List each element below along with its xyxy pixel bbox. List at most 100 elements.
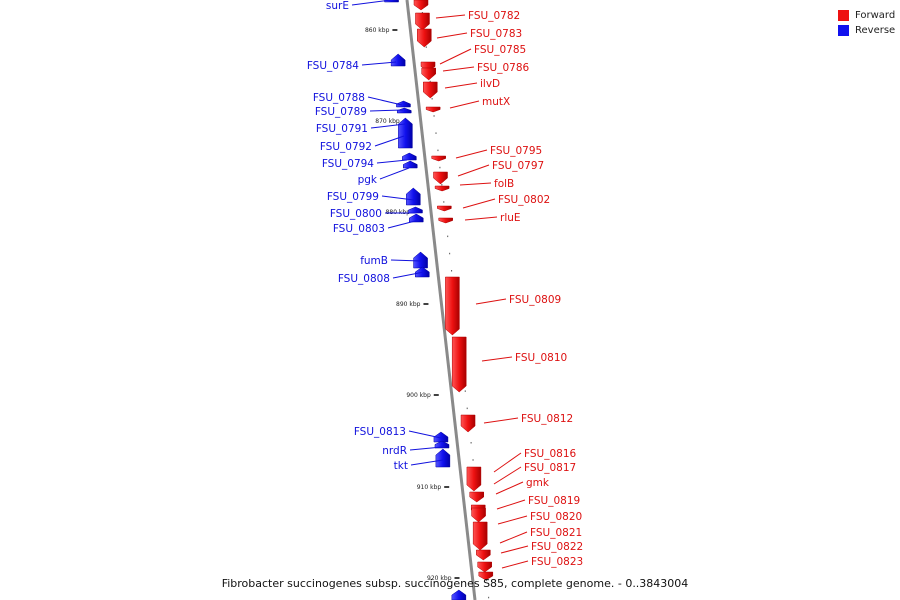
forward-leader-line [455,149,488,159]
reverse-gene-label[interactable]: FSU_0800 [330,208,382,220]
forward-gene-label[interactable]: folB [494,178,514,190]
forward-gene-label[interactable]: gmk [526,477,550,489]
forward-gene-glyph[interactable] [471,507,486,523]
reverse-gene-label[interactable]: nrdR [382,445,407,457]
reverse-gene-label[interactable]: FSU_0794 [322,158,374,170]
forward-gene-glyph[interactable] [466,466,482,492]
reverse-gene-glyph[interactable] [390,53,406,67]
forward-gene-label[interactable]: FSU_0809 [509,294,561,306]
forward-gene-label[interactable]: FSU_0819 [528,495,580,507]
forward-gene-label[interactable]: FSU_0782 [468,10,520,22]
forward-gene-label[interactable]: FSU_0823 [531,556,583,568]
forward-gene-glyph[interactable] [460,414,476,433]
reverse-gene-label[interactable]: fumB [360,255,388,267]
genome-caption: Fibrobacter succinogenes subsp. succinog… [221,577,689,590]
forward-gene-glyph[interactable] [445,276,460,336]
forward-leader-line [464,216,498,221]
forward-gene-glyph[interactable] [413,0,429,11]
forward-gene-glyph[interactable] [451,336,467,393]
legend-forward-label: Forward [855,10,896,21]
reverse-gene-glyph[interactable] [396,100,411,108]
forward-gene-glyph[interactable] [425,106,441,113]
forward-swatch [838,10,849,21]
forward-gene-glyph[interactable] [417,28,432,48]
forward-gene-label[interactable]: FSU_0783 [470,28,522,40]
reverse-gene-label[interactable]: FSU_0803 [333,223,385,235]
forward-gene-glyph[interactable] [431,155,446,162]
reverse-leader-line [369,109,404,112]
legend: Forward Reverse [838,8,895,38]
reverse-gene-glyph[interactable] [435,448,451,468]
reverse-gene-label[interactable]: FSU_0813 [354,426,406,438]
reverse-leader-line [409,446,443,451]
forward-leader-line [439,48,472,65]
forward-gene-label[interactable]: FSU_0795 [490,145,542,157]
forward-gene-label[interactable]: ilvD [480,78,500,90]
reverse-gene-label[interactable]: FSU_0788 [313,92,365,104]
reverse-gene-label[interactable]: FSU_0808 [338,273,390,285]
forward-gene-glyph[interactable] [438,217,453,224]
reverse-gene-glyph[interactable] [402,152,417,161]
reverse-gene-glyph[interactable] [402,160,418,169]
forward-gene-label[interactable]: FSU_0810 [515,352,567,364]
forward-gene-label[interactable]: rluE [500,212,521,224]
reverse-gene-glyph[interactable] [433,431,449,443]
reverse-gene-glyph[interactable] [408,206,423,214]
forward-gene-glyph[interactable] [472,521,488,551]
reverse-leader-line [381,195,415,201]
reverse-gene-glyph[interactable] [398,117,413,149]
reverse-leader-line [387,219,420,229]
forward-leader-line [457,164,490,177]
forward-gene-glyph[interactable] [437,205,452,212]
reverse-gene-glyph[interactable] [406,187,421,206]
forward-gene-glyph[interactable] [476,549,491,561]
reverse-gene-glyph[interactable] [434,440,450,449]
forward-gene-glyph[interactable] [415,12,430,31]
reverse-gene-glyph[interactable] [396,107,412,114]
forward-leader-line [496,499,526,510]
reverse-gene-glyph[interactable] [409,213,424,223]
reverse-gene-label[interactable]: FSU_0791 [316,123,368,135]
forward-leader-line [483,417,519,424]
forward-gene-glyph[interactable] [434,185,450,192]
forward-leader-line [501,560,529,569]
reverse-gene-label[interactable]: FSU_0784 [307,60,359,72]
reverse-leader-line [410,459,444,466]
scale-label: 860 kbp [365,27,390,34]
reverse-gene-label[interactable]: tkt [394,460,408,472]
forward-gene-glyph[interactable] [478,571,494,581]
reverse-gene-label[interactable]: FSU_0789 [315,106,367,118]
legend-forward: Forward [838,8,895,23]
forward-gene-label[interactable]: FSU_0820 [530,511,582,523]
forward-gene-label[interactable]: FSU_0821 [530,527,582,539]
forward-leader-line [436,32,468,39]
forward-gene-label[interactable]: FSU_0816 [524,448,576,460]
forward-leader-line [497,515,528,525]
reverse-gene-glyph[interactable] [451,589,467,600]
forward-leader-line [459,182,492,186]
forward-gene-label[interactable]: FSU_0802 [498,194,550,206]
reverse-leader-line [361,61,397,66]
forward-leader-line [435,14,466,19]
forward-gene-glyph[interactable] [469,491,485,503]
forward-gene-glyph[interactable] [433,171,448,185]
forward-gene-glyph[interactable] [421,67,436,81]
forward-gene-label[interactable]: FSU_0817 [524,462,576,474]
forward-gene-glyph[interactable] [423,81,438,99]
forward-gene-label[interactable]: FSU_0786 [477,62,529,74]
forward-gene-label[interactable]: FSU_0822 [531,541,583,553]
reverse-gene-glyph[interactable] [413,251,428,269]
forward-gene-label[interactable]: FSU_0785 [474,44,526,56]
reverse-gene-label[interactable]: surE [326,0,349,12]
scale-label: 900 kbp [406,392,431,399]
forward-gene-glyph[interactable] [477,561,492,573]
reverse-gene-label[interactable]: FSU_0799 [327,191,379,203]
forward-gene-label[interactable]: mutX [482,96,510,108]
forward-gene-label[interactable]: FSU_0812 [521,413,573,425]
reverse-gene-label[interactable]: pgk [358,174,378,186]
forward-gene-label[interactable]: FSU_0797 [492,160,544,172]
reverse-leader-line [408,430,442,439]
reverse-leader-line [379,167,410,180]
reverse-gene-label[interactable]: FSU_0792 [320,141,372,153]
